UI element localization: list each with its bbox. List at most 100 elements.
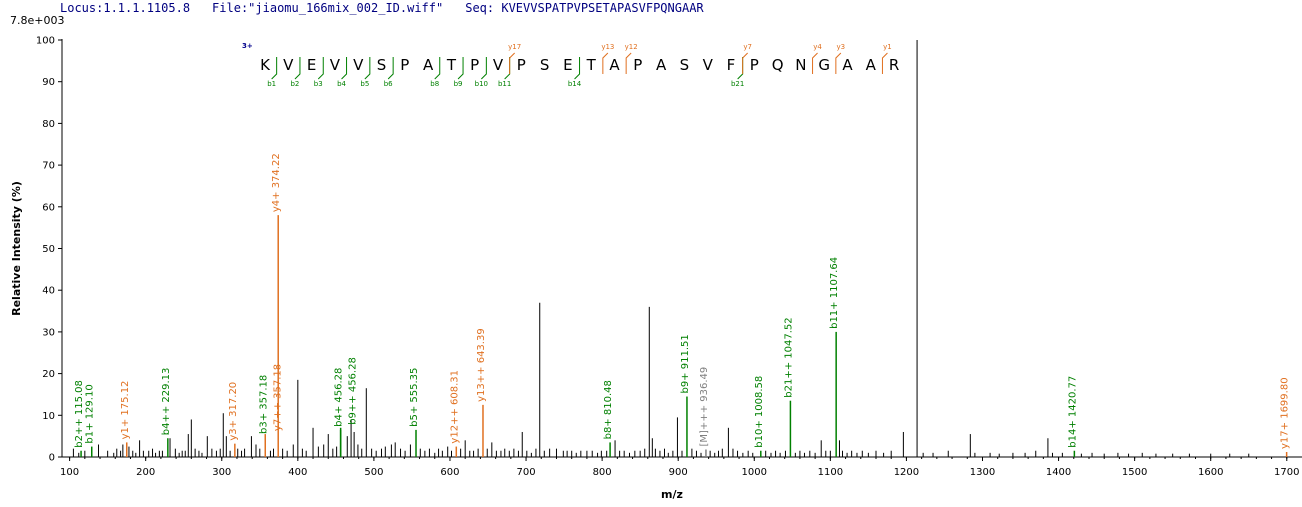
- peak-label: b9+ 911.51: [680, 334, 691, 393]
- charge-state-label: 3+: [242, 42, 253, 50]
- y-ion-label: y7: [743, 43, 752, 51]
- x-tick-label: 600: [440, 467, 459, 478]
- x-tick-label: 1300: [970, 467, 995, 478]
- y-ion-marker: [509, 52, 516, 74]
- y-tick-label: 90: [42, 77, 55, 88]
- file-text: File:"jiaomu_166mix_002_ID.wiff": [212, 1, 444, 15]
- sequence-residue: P: [517, 56, 526, 74]
- y-ion-label: y1: [883, 43, 892, 51]
- y-ion-marker: [881, 52, 888, 74]
- y-ion-label: y17: [508, 43, 521, 51]
- b-ion-marker: [317, 57, 324, 80]
- y-ion-marker: [835, 52, 842, 74]
- x-tick-label: 300: [212, 467, 231, 478]
- sequence-residue: A: [842, 56, 853, 74]
- b-ion-label: b14: [568, 80, 582, 88]
- b-ion-label: b10: [475, 80, 488, 88]
- b-ion-label: b11: [498, 80, 511, 88]
- y-axis-title: Relative Intensity (%): [10, 181, 23, 316]
- sequence-residue: A: [609, 56, 620, 74]
- sequence-residue: A: [866, 56, 877, 74]
- b-ion-label: b21: [731, 80, 744, 88]
- x-tick-label: 1400: [1046, 467, 1071, 478]
- x-tick-label: 1100: [818, 467, 843, 478]
- locus-text: Locus:1.1.1.1105.8: [60, 1, 191, 15]
- y-tick-label: 70: [42, 161, 55, 172]
- sequence-residue: R: [889, 56, 899, 74]
- sequence-residue: S: [680, 56, 690, 74]
- b-ion-label: b1: [267, 80, 276, 88]
- x-tick-label: 500: [364, 467, 383, 478]
- sequence-residue: V: [493, 56, 504, 74]
- peak-label: [M]+++ 936.49: [699, 367, 710, 447]
- y-tick-label: 100: [36, 36, 55, 47]
- b-ion-marker: [574, 57, 581, 80]
- y-tick-label: 60: [42, 202, 55, 213]
- sequence-text: Seq: KVEVVSPATPVPSETAPASVFPQNGAAR: [465, 1, 704, 15]
- y-tick-label: 20: [42, 369, 55, 380]
- sequence-residue: V: [353, 56, 364, 74]
- intensity-scale-label: 7.8e+003: [10, 14, 65, 27]
- peak-label: y7++ 357.18: [272, 364, 283, 431]
- sequence-residue: T: [446, 56, 457, 74]
- peak-label: b10+ 1008.58: [754, 376, 765, 448]
- b-ion-marker: [387, 57, 394, 80]
- sequence-residue: T: [586, 56, 597, 74]
- y-ion-marker: [625, 52, 632, 74]
- sequence-residue: F: [727, 56, 736, 74]
- y-tick-label: 0: [49, 453, 55, 464]
- b-ion-label: b9: [454, 80, 463, 88]
- peak-label: y17+ 1699.80: [1280, 377, 1291, 449]
- b-ion-marker: [364, 57, 371, 80]
- y-tick-label: 80: [42, 119, 55, 130]
- x-axis-title: m/z: [661, 488, 683, 501]
- y-ion-marker: [812, 52, 818, 74]
- sequence-residue: P: [400, 56, 409, 74]
- peak-label: b9++ 456.28: [348, 357, 359, 425]
- peak-label: b5+ 555.35: [409, 368, 420, 427]
- b-ion-label: b3: [314, 80, 323, 88]
- peak-label: b14+ 1420.77: [1067, 376, 1078, 448]
- sequence-residue: V: [703, 56, 714, 74]
- sequence-residue: A: [423, 56, 434, 74]
- b-ion-marker: [341, 57, 348, 80]
- y-ion-marker: [742, 52, 749, 74]
- peak-label: b4+ 456.28: [334, 368, 345, 427]
- b-ion-marker: [457, 57, 464, 80]
- peak-label: b2++ 115.08: [74, 380, 85, 448]
- sequence-residue: P: [633, 56, 642, 74]
- sequence-residue: S: [377, 56, 387, 74]
- b-ion-marker: [504, 57, 511, 80]
- x-tick-label: 1000: [742, 467, 767, 478]
- peak-label: b3+ 357.18: [258, 375, 269, 434]
- peak-label: y4+ 374.22: [271, 153, 282, 212]
- y-ion-label: y12: [625, 43, 638, 51]
- peak-label: b11+ 1107.64: [829, 257, 840, 329]
- peak-label: y12++ 608.31: [449, 370, 460, 444]
- x-tick-label: 1500: [1122, 467, 1147, 478]
- y-ion-label: y3: [837, 43, 846, 51]
- y-tick-label: 10: [42, 411, 55, 422]
- y-tick-label: 40: [42, 286, 55, 297]
- peak-label: b1+ 129.10: [85, 384, 96, 443]
- sequence-residue: V: [330, 56, 341, 74]
- x-tick-label: 200: [136, 467, 155, 478]
- b-ion-label: b4: [337, 80, 346, 88]
- x-tick-label: 400: [288, 467, 307, 478]
- x-tick-label: 1600: [1198, 467, 1223, 478]
- y-ion-label: y13: [601, 43, 614, 51]
- spectrum-header: Locus:1.1.1.1105.8 File:"jiaomu_166mix_00…: [60, 1, 726, 15]
- b-ion-label: b8: [430, 80, 439, 88]
- y-tick-label: 50: [42, 244, 55, 255]
- b-ion-marker: [294, 57, 301, 80]
- x-tick-label: 100: [60, 467, 79, 478]
- y-ion-label: y4: [813, 43, 822, 51]
- b-ion-marker: [737, 57, 744, 80]
- sequence-residue: E: [307, 56, 316, 74]
- sequence-residue: V: [283, 56, 294, 74]
- y-ion-marker: [602, 52, 609, 74]
- x-tick-label: 1700: [1274, 467, 1299, 478]
- b-ion-marker: [480, 57, 487, 80]
- sequence-residue: E: [563, 56, 572, 74]
